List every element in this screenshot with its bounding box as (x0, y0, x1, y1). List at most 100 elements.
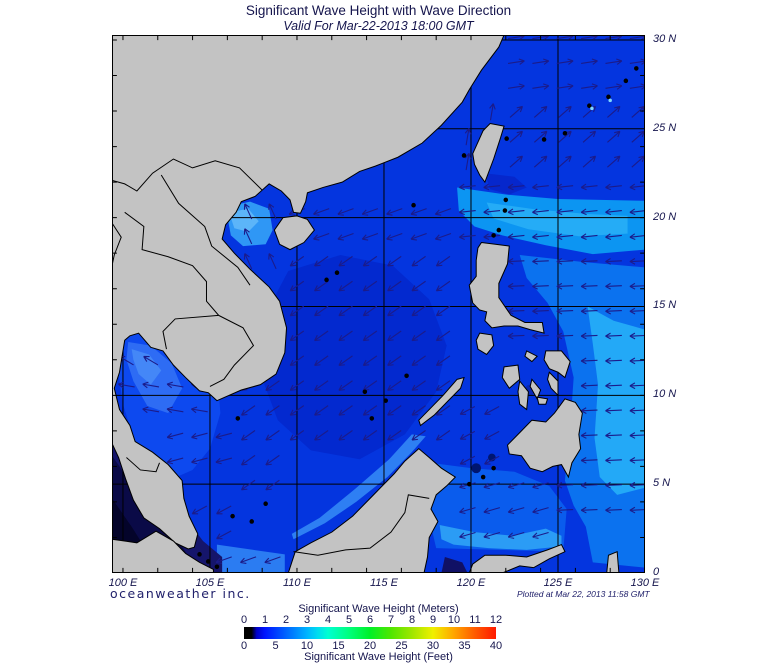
island-dot (230, 513, 235, 519)
island-dot (411, 202, 416, 208)
island-dot (541, 137, 547, 142)
y-axis-label: 5 N (653, 477, 671, 490)
colorbar-meters-tick: 0 (240, 614, 248, 626)
tonkin-bright (229, 208, 259, 232)
colorbar-meters-tick: 11 (469, 614, 481, 626)
gulf-thailand-lightest (131, 349, 162, 385)
island-dot (263, 501, 268, 507)
island-halo-speck (590, 106, 594, 111)
land-sulawesi (469, 545, 565, 573)
chart-titles: Significant Wave Height with Wave Direct… (112, 3, 645, 33)
colorbar-feet-tick: 15 (332, 640, 345, 652)
x-axis-label: 105 E (195, 577, 225, 589)
colorbar-feet-tick: 40 (489, 640, 503, 652)
island-dot (480, 474, 486, 480)
island-halo-speck (608, 98, 612, 103)
colorbar-feet-tick: 0 (240, 640, 248, 652)
y-axis-label: 10 N (653, 388, 677, 401)
colorbar-meters-tick: 2 (282, 614, 290, 626)
island-dot (461, 153, 467, 158)
island-dot (235, 416, 241, 421)
colorbar-meters-tick: 1 (261, 614, 269, 626)
colorbar-meters-tick: 3 (303, 614, 311, 626)
island-dot (623, 78, 629, 84)
land-mindanao (508, 399, 583, 477)
borneo-coastal-rim (291, 434, 426, 540)
island-dot (214, 564, 220, 570)
colorbar-meters-tick: 5 (345, 614, 353, 626)
land-mindoro (476, 333, 493, 354)
island-dot (606, 94, 611, 100)
land-halmahera (607, 552, 619, 573)
island-dot (334, 270, 340, 276)
small-islands (197, 66, 639, 570)
land-palawan (419, 378, 464, 426)
colorbar-feet-tick: 25 (395, 640, 408, 652)
wave-arrows-path (118, 35, 645, 563)
page-title: Significant Wave Height with Wave Direct… (245, 3, 512, 18)
island-dot (383, 398, 388, 403)
colorbar-title-feet: Significant Wave Height (Feet) (304, 651, 453, 663)
makassar-dark (441, 557, 468, 573)
colorbar-meters-tick: 8 (408, 614, 416, 626)
page-subtitle: Valid For Mar-22-2013 18:00 GMT (283, 19, 474, 33)
x-axis-label: 125 E (543, 577, 573, 589)
wave-direction-arrows (118, 35, 645, 563)
island-dot (249, 519, 254, 524)
island-dot (587, 103, 592, 109)
island-dot (205, 559, 211, 564)
island-dot (362, 389, 368, 395)
colorbar-meters-tick: 9 (429, 614, 437, 626)
y-axis-label: 0 (653, 566, 660, 578)
land-luzon (469, 243, 544, 334)
island-dot (504, 136, 509, 141)
island-dot (197, 552, 202, 557)
x-axis-label: 130 E (630, 577, 660, 589)
y-axis-label: 25 N (653, 121, 677, 134)
colorbar-meters-tick: 7 (387, 614, 395, 626)
land-masses (112, 35, 619, 573)
land-sumatra (112, 531, 213, 573)
land-masbate (525, 351, 537, 362)
colorbar-feet-tick: 35 (458, 640, 471, 652)
colorbar-meters-tick: 12 (489, 614, 503, 626)
island-dot (562, 130, 568, 136)
philippine-sea-light (587, 306, 645, 495)
land-mainland-asia (112, 35, 504, 549)
land-taiwan (473, 123, 504, 182)
colorbar-feet-tick: 20 (363, 640, 377, 652)
country-borders (112, 159, 429, 555)
island-dot (496, 227, 502, 233)
land-leyte (548, 372, 558, 395)
colorbar-meters-tick: 10 (447, 614, 461, 626)
land-borneo (288, 449, 455, 573)
colorbar-gradient (244, 627, 496, 639)
island-dot (491, 465, 496, 471)
island-dot (369, 416, 375, 421)
land-negros (518, 381, 528, 409)
south-taiwan-dark (484, 173, 527, 195)
y-axis-label: 20 N (653, 210, 677, 223)
map-canvas (112, 35, 645, 573)
x-axis-label: 115 E (370, 577, 398, 589)
x-axis-label: 110 E (283, 577, 311, 589)
celebes-light (439, 525, 562, 550)
colorbar-feet-tick: 10 (300, 640, 314, 652)
land-panay (502, 365, 519, 388)
island-dot (634, 66, 639, 71)
y-axis-label: 30 N (653, 32, 677, 45)
axis-ticks (112, 35, 645, 573)
colorbar-feet-tick: 5 (272, 640, 279, 652)
y-axis-label: 15 N (653, 299, 677, 312)
wave-height-map (112, 35, 645, 573)
land-bohol (537, 397, 547, 404)
island-dot (502, 208, 508, 213)
island-dot (324, 277, 329, 283)
colorbar-title-meters: Significant Wave Height (Meters) (298, 603, 459, 615)
island-dot (404, 373, 409, 379)
island-dot (491, 233, 496, 238)
colorbar-feet-tick: 30 (426, 640, 440, 652)
colorbar-meters-tick: 4 (324, 614, 332, 626)
x-axis-label: 100 E (108, 577, 138, 589)
